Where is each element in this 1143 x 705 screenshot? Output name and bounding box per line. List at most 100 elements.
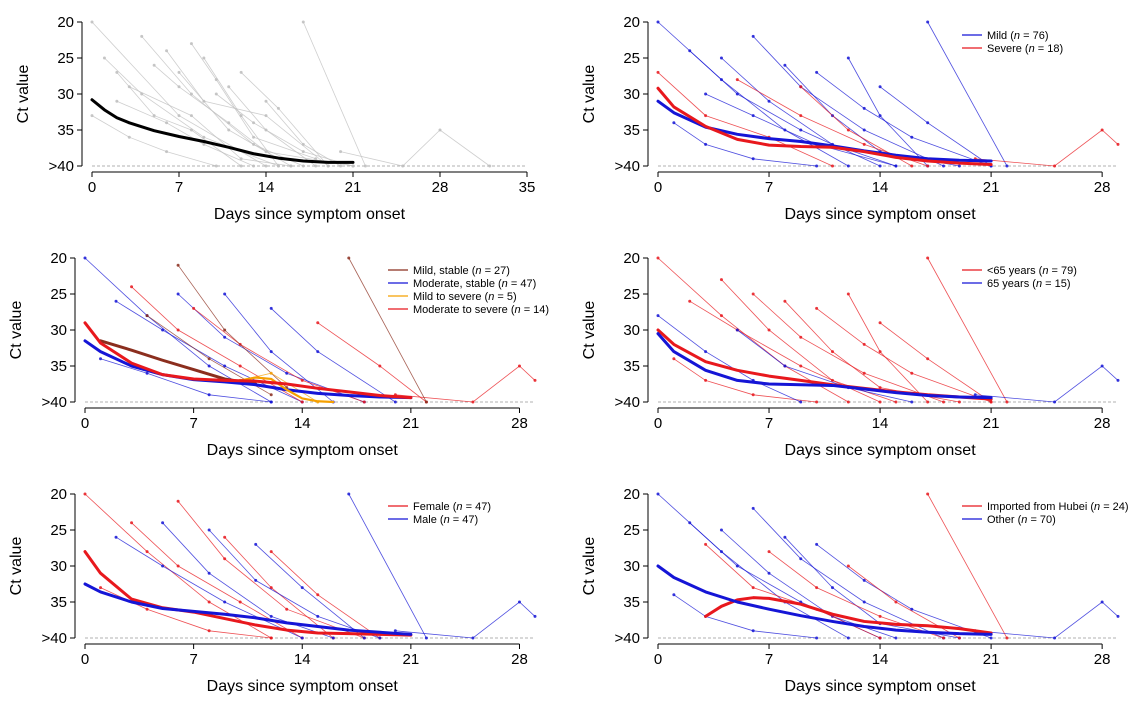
legend-paren: (: [1007, 30, 1014, 42]
trajectory-line: [816, 308, 992, 403]
trajectory-point: [471, 636, 475, 640]
trajectory-point: [830, 378, 834, 382]
trajectory-point: [300, 636, 304, 640]
trajectory-point: [656, 492, 660, 496]
trajectory-point: [269, 614, 273, 618]
trajectory-point: [862, 128, 866, 132]
trajectory-point: [269, 350, 273, 354]
legend-paren-close: ): [474, 514, 478, 526]
trajectory-point: [878, 614, 882, 618]
trajectory-line: [673, 358, 817, 403]
trajectory-point: [378, 636, 382, 640]
series-line-2: [239, 376, 335, 404]
series-line-1: [83, 582, 413, 636]
trajectory-point: [177, 70, 181, 74]
chart-panel-age: 0 7 14 21 28 20 25 30 35 >40 Days since symptom on…: [581, 250, 1120, 459]
trajectory-line: [816, 544, 992, 639]
legend-label: Mild, stable: [413, 265, 469, 277]
trajectory-point: [1116, 142, 1120, 146]
trajectory-point: [910, 400, 914, 404]
trajectory-line: [208, 529, 380, 639]
x-tick-label: 14: [294, 415, 311, 432]
trajectory-line: [768, 551, 944, 639]
trajectory-point: [254, 542, 258, 546]
trajectory-point: [719, 56, 723, 60]
trajectory-point: [704, 542, 708, 546]
x-axis-label: Days since symptom onset: [784, 206, 976, 223]
trajectory-point: [83, 492, 87, 496]
legend-paren: (: [481, 291, 488, 303]
trajectory-line: [265, 100, 341, 167]
x-tick-label: 21: [403, 415, 420, 432]
legend-entry: Mild, stable (n = 27): [413, 265, 510, 277]
y-axis-label: Ct value: [8, 537, 25, 596]
y-tick-label: >40: [615, 158, 640, 175]
trajectory-point: [1100, 128, 1104, 132]
series-line-1: [656, 332, 993, 400]
x-axis-label: Days since symptom onset: [207, 442, 399, 459]
trajectory-point: [735, 92, 739, 96]
legend-count: = 47: [453, 514, 475, 526]
legend-label: Other: [987, 514, 1015, 526]
trajectory-point: [719, 278, 723, 282]
trajectory-line: [177, 293, 365, 403]
trajectory-point: [239, 164, 243, 168]
x-tick-label: 7: [175, 179, 183, 196]
trajectory-point: [815, 164, 819, 168]
trajectory-point: [239, 114, 243, 118]
legend-count: = 5: [497, 291, 513, 303]
trajectory-line: [816, 72, 992, 167]
y-axis-label: Ct value: [581, 537, 598, 596]
legend-label: Female: [413, 501, 450, 513]
trajectory-point: [751, 114, 755, 118]
y-tick-label: 20: [57, 14, 74, 31]
trajectory-point: [799, 335, 803, 339]
x-tick-label: 28: [1094, 651, 1111, 668]
trajectory-point: [942, 164, 946, 168]
x-tick-label: 14: [258, 179, 275, 196]
trajectory-point: [145, 314, 149, 318]
trajectory-point: [314, 157, 318, 161]
trajectory-point: [90, 20, 94, 24]
trajectory-line: [752, 36, 944, 167]
trajectory-point: [254, 578, 258, 582]
trajectory-point: [783, 364, 787, 368]
trajectory-point: [145, 550, 149, 554]
trajectory-point: [894, 164, 898, 168]
legend: Female (n = 47)Male (n = 47): [388, 501, 491, 526]
trajectory-point: [672, 121, 676, 125]
trajectory-point: [656, 314, 660, 318]
trajectory-point: [269, 400, 273, 404]
trajectory-line: [975, 365, 1119, 403]
legend-n: n: [475, 265, 481, 277]
trajectory-point: [339, 150, 343, 154]
trajectory-point: [223, 557, 227, 561]
y-axis-label: Ct value: [581, 65, 598, 124]
trajectory-point: [846, 292, 850, 296]
series-line-1: [656, 564, 993, 636]
x-tick-label: 7: [765, 651, 773, 668]
x-tick-label: 21: [983, 179, 1000, 196]
trajectory-point: [238, 600, 242, 604]
trajectory-point: [1053, 400, 1057, 404]
chart-panel-origin: 0 7 14 21 28 20 25 30 35 >40 Days since symptom on…: [581, 486, 1129, 695]
trajectory-point: [1100, 364, 1104, 368]
y-tick-label: 30: [57, 86, 74, 103]
trajectory-point: [238, 364, 242, 368]
trajectory-point: [719, 314, 723, 318]
trajectory-point: [815, 542, 819, 546]
trajectory-point: [269, 586, 273, 590]
trajectory-point: [751, 292, 755, 296]
x-axis-label: Days since symptom onset: [784, 678, 976, 695]
trajectory-point: [301, 20, 305, 24]
trajectory-point: [227, 128, 231, 132]
y-tick-label: 30: [50, 322, 67, 339]
legend-entry: Male (n = 47): [413, 514, 478, 526]
trajectory-point: [846, 128, 850, 132]
trajectory-point: [227, 85, 231, 89]
legend-label: Mild: [987, 30, 1007, 42]
x-tick-label: 7: [189, 651, 197, 668]
x-tick-label: 7: [189, 415, 197, 432]
trajectory-point: [878, 321, 882, 325]
trajectory-point: [767, 99, 771, 103]
